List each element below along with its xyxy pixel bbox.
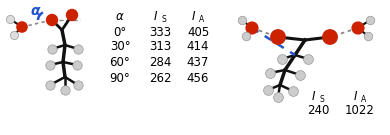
Point [49,48,55,50]
Text: 240: 240 [307,104,329,117]
Text: I: I [312,90,315,104]
Text: 60°: 60° [110,57,130,70]
Point [239,19,245,21]
Text: α: α [116,11,124,23]
Point [74,64,80,66]
Text: A: A [199,14,204,23]
Point [243,35,249,37]
Point [75,48,81,50]
Point [62,89,68,91]
Text: 333: 333 [149,26,171,38]
Text: I: I [154,11,157,23]
Point [11,34,17,36]
Text: 284: 284 [149,57,171,70]
Text: S: S [161,14,166,23]
Point [275,36,281,38]
Point [49,19,55,21]
Text: I: I [353,90,357,104]
Point [305,58,311,60]
Text: 456: 456 [187,72,209,85]
Point [297,74,303,76]
Point [249,27,255,29]
Text: I: I [191,11,195,23]
Point [47,64,53,66]
Point [275,96,281,98]
Point [75,84,81,86]
Point [279,58,285,60]
Text: A: A [361,94,366,104]
Point [267,72,273,74]
Text: α: α [30,4,40,18]
Point [69,14,75,16]
Point [47,84,53,86]
Text: 405: 405 [187,26,209,38]
Point [365,35,371,37]
Text: 414: 414 [187,40,209,53]
Text: S: S [319,94,324,104]
Point [265,89,271,91]
Point [327,36,333,38]
Text: 437: 437 [187,57,209,70]
Text: 1022: 1022 [345,104,375,117]
Point [355,27,361,29]
Text: 30°: 30° [110,40,130,53]
Text: 262: 262 [149,72,171,85]
Point [367,19,373,21]
Point [290,90,296,92]
Text: 313: 313 [149,40,171,53]
Text: 0°: 0° [113,26,127,38]
Point [19,26,25,28]
Point [7,18,13,20]
Text: 90°: 90° [110,72,130,85]
